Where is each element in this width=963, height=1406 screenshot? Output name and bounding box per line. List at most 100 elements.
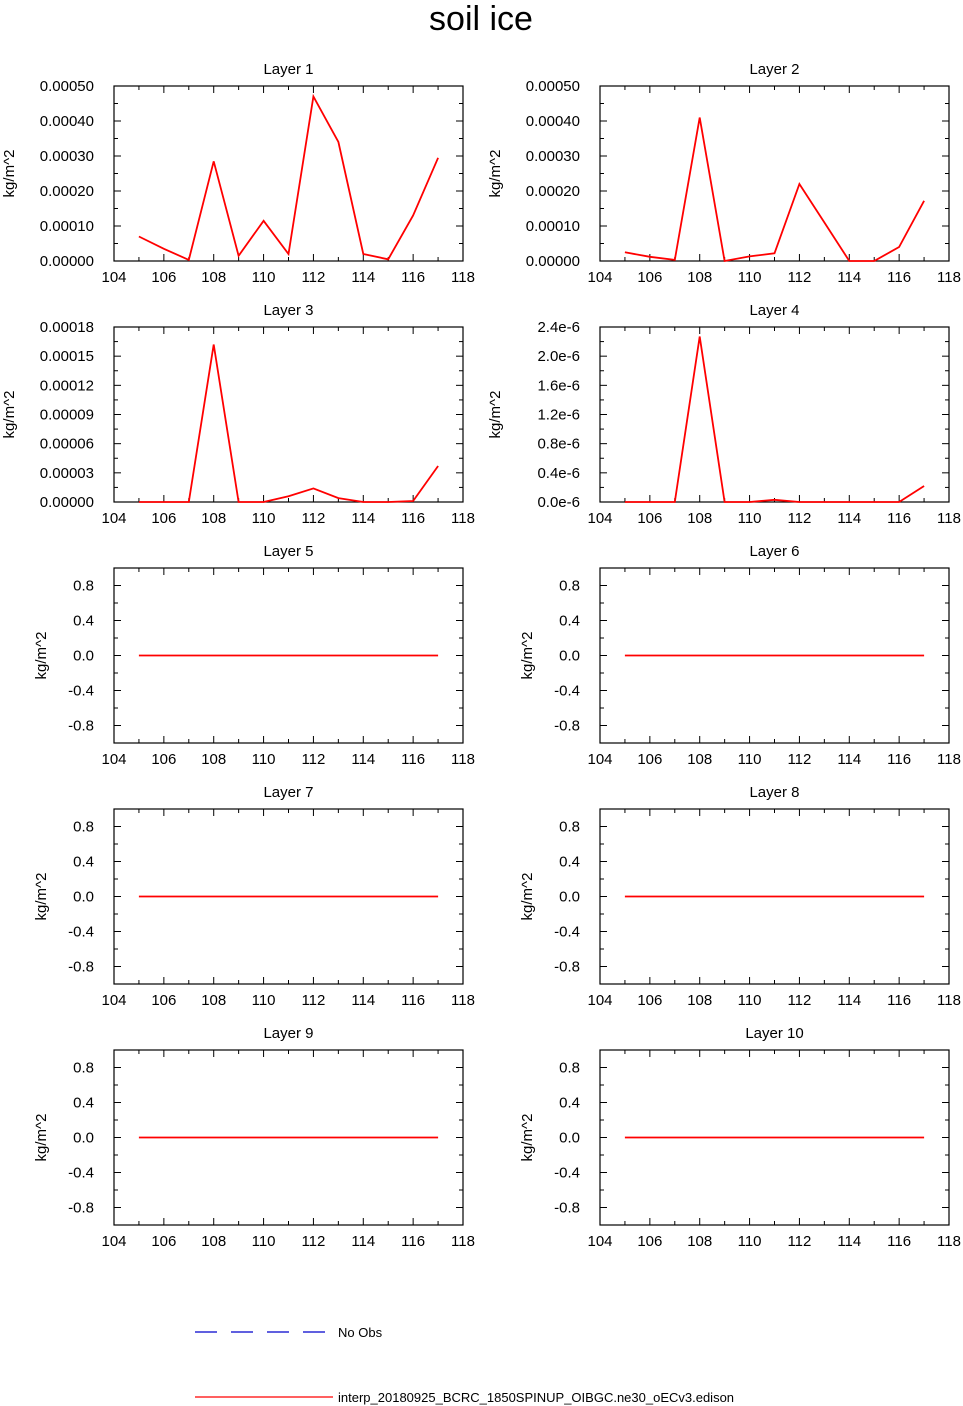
panel-title: Layer 2 [749,61,799,78]
series-line [624,117,925,263]
panel-layer-6: Layer 6 104 106 108 110 112 114 116 118 -0.8 -0.4 0… [519,543,961,768]
y-tick-label: 1.6e-6 [537,377,580,394]
y-tick-label: -0.4 [554,924,580,941]
y-tick-label: 0.00040 [40,113,94,130]
x-tick-label: 110 [252,992,276,1009]
x-tick-label: 112 [301,510,325,527]
y-tick-label: 0.00050 [40,78,94,95]
y-tick-label: 0.4 [73,854,94,871]
x-tick-label: 110 [252,510,276,527]
plot-frame [599,326,950,503]
x-tick-label: 112 [787,751,811,768]
y-axis-label: kg/m^2 [1,391,18,439]
x-tick-label: 116 [887,992,911,1009]
x-tick-label: 110 [738,992,762,1009]
y-axis-label: kg/m^2 [33,632,50,680]
x-tick-label: 112 [301,751,325,768]
x-tick-label: 114 [351,1233,375,1250]
x-tick-label: 114 [351,269,375,286]
y-tick-label: 0.00030 [526,148,580,165]
x-tick-label: 118 [451,1233,475,1250]
panel-title: Layer 6 [749,543,799,560]
legend-model-label: interp_20180925_BCRC_1850SPINUP_OIBGC.ne… [338,1390,734,1405]
y-tick-label: 0.00050 [526,78,580,95]
y-tick-label: 0.00012 [40,377,94,394]
x-tick-label: 110 [738,751,762,768]
x-tick-label: 114 [351,992,375,1009]
y-tick-label: 0.00020 [526,183,580,200]
y-tick-label: -0.8 [68,1200,94,1217]
y-tick-label: -0.8 [554,959,580,976]
x-tick-label: 110 [738,510,762,527]
x-tick-label: 108 [687,510,712,527]
y-tick-label: 0.00000 [40,253,94,270]
x-tick-label: 104 [101,751,126,768]
y-axis-label: kg/m^2 [487,150,504,198]
y-tick-label: -0.4 [554,683,580,700]
x-tick-label: 104 [587,751,612,768]
x-tick-label: 106 [151,751,176,768]
y-tick-label: 0.4e-6 [537,465,580,482]
x-tick-label: 114 [837,751,861,768]
legend-obs-label: No Obs [338,1325,383,1340]
x-tick-label: 116 [401,1233,425,1250]
x-tick-label: 104 [101,1233,126,1250]
y-tick-label: 1.2e-6 [537,407,580,424]
y-tick-label: 0.8 [559,578,580,595]
x-tick-label: 114 [837,269,861,286]
panel-title: Layer 8 [749,784,799,801]
x-tick-label: 114 [837,992,861,1009]
x-tick-label: 114 [351,751,375,768]
series-line [138,344,439,503]
y-tick-label: 0.00040 [526,113,580,130]
y-tick-label: 0.8 [73,578,94,595]
y-tick-label: 0.4 [559,613,580,630]
x-tick-label: 116 [887,510,911,527]
x-tick-label: 108 [201,510,226,527]
panel-title: Layer 1 [263,61,313,78]
x-tick-label: 104 [101,510,126,527]
x-tick-label: 106 [151,269,176,286]
y-tick-label: 0.00003 [40,465,94,482]
figure-title: soil ice [429,0,533,38]
x-tick-label: 108 [687,992,712,1009]
y-tick-label: 0.4 [559,1095,580,1112]
y-tick-label: 0.00020 [40,183,94,200]
x-tick-label: 104 [587,992,612,1009]
y-axis-label: kg/m^2 [33,873,50,921]
x-tick-label: 112 [787,510,811,527]
x-tick-label: 108 [201,751,226,768]
x-tick-label: 114 [837,1233,861,1250]
panel-layer-8: Layer 8 104 106 108 110 112 114 116 118 -0.8 -0.4 0… [519,784,961,1009]
x-tick-label: 114 [351,510,375,527]
panel-layer-4: Layer 4 104 106 108 110 112 114 116 118 0.0e-6 0.4… [487,302,961,527]
plot-frame [113,85,464,262]
y-tick-label: 2.4e-6 [537,319,580,336]
y-tick-label: 0.00009 [40,407,94,424]
x-tick-label: 118 [451,269,475,286]
y-tick-label: -0.8 [68,718,94,735]
y-tick-label: 0.00018 [40,319,94,336]
y-tick-label: 0.00015 [40,348,94,365]
x-tick-label: 108 [687,751,712,768]
x-tick-label: 106 [637,510,662,527]
x-tick-label: 118 [937,751,961,768]
x-tick-label: 116 [401,269,425,286]
x-tick-label: 118 [451,751,475,768]
x-tick-label: 116 [887,1233,911,1250]
x-tick-label: 108 [687,269,712,286]
y-tick-label: 0.8 [73,819,94,836]
y-tick-label: 0.8 [559,1060,580,1077]
x-tick-label: 112 [787,1233,811,1250]
x-tick-label: 112 [787,269,811,286]
y-tick-label: 0.0 [73,648,94,665]
series-line [624,336,925,503]
y-tick-label: -0.8 [68,959,94,976]
panel-title: Layer 4 [749,302,799,319]
legend: No Obs interp_20180925_BCRC_1850SPINUP_O… [195,1325,734,1405]
x-tick-label: 108 [201,1233,226,1250]
x-tick-label: 118 [937,269,961,286]
y-axis-label: kg/m^2 [1,150,18,198]
y-tick-label: 0.00006 [40,436,94,453]
